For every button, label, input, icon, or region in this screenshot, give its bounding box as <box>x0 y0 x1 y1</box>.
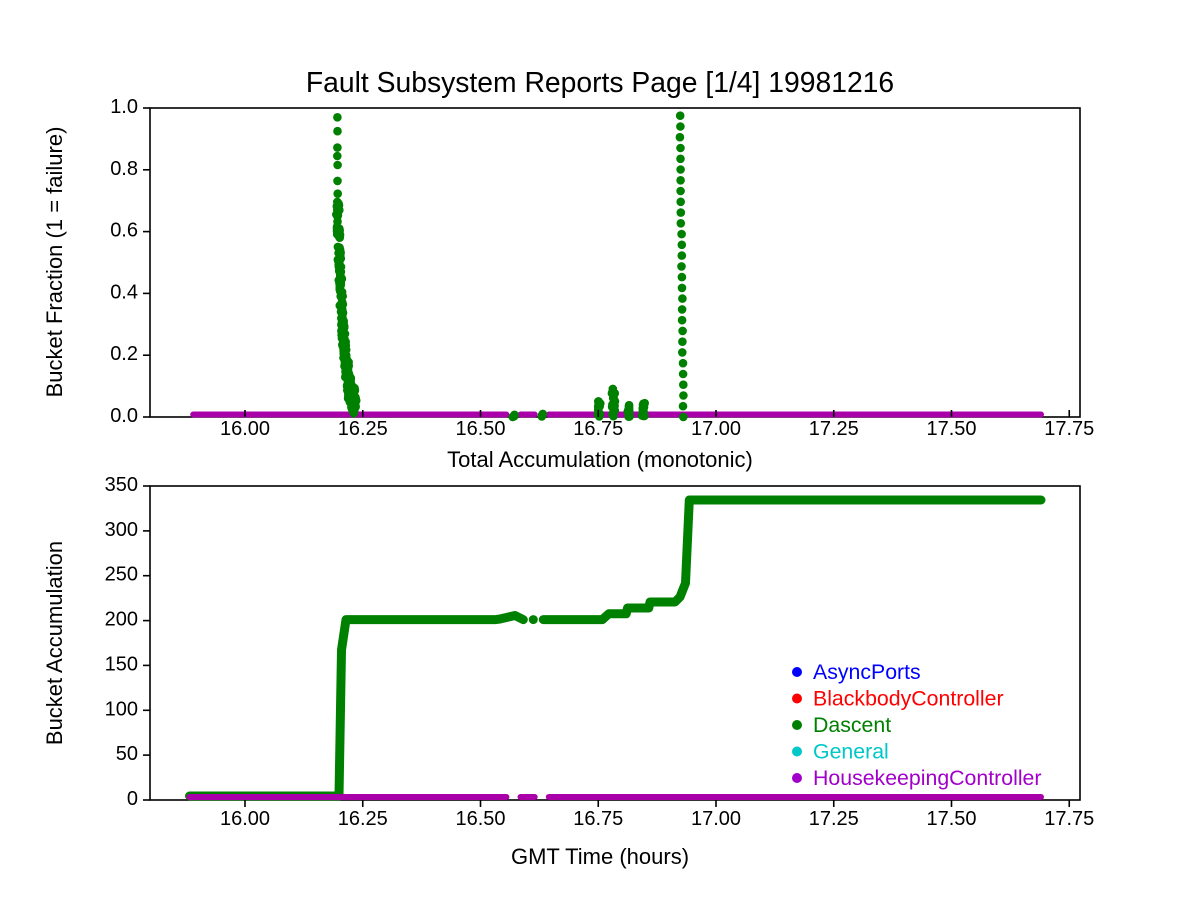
svg-text:Total Accumulation (monotonic): Total Accumulation (monotonic) <box>447 447 753 472</box>
svg-text:0.0: 0.0 <box>110 405 138 427</box>
svg-text:250: 250 <box>105 564 138 586</box>
svg-text:GMT Time (hours): GMT Time (hours) <box>511 844 689 869</box>
svg-text:Bucket Fraction (1 = failure): Bucket Fraction (1 = failure) <box>42 127 67 398</box>
svg-text:17.50: 17.50 <box>926 808 976 830</box>
svg-text:Bucket Accumulation: Bucket Accumulation <box>42 541 67 745</box>
svg-text:17.50: 17.50 <box>926 418 976 440</box>
svg-text:16.25: 16.25 <box>338 808 388 830</box>
svg-text:16.00: 16.00 <box>220 418 270 440</box>
svg-text:50: 50 <box>116 743 138 765</box>
svg-text:16.75: 16.75 <box>573 808 623 830</box>
svg-text:16.75: 16.75 <box>573 418 623 440</box>
svg-text:0.2: 0.2 <box>110 343 138 365</box>
svg-text:16.25: 16.25 <box>338 418 388 440</box>
svg-text:200: 200 <box>105 609 138 631</box>
svg-text:AsyncPorts: AsyncPorts <box>813 660 921 684</box>
svg-text:0.8: 0.8 <box>110 158 138 180</box>
svg-text:17.25: 17.25 <box>809 418 859 440</box>
svg-text:1.0: 1.0 <box>110 96 138 118</box>
svg-text:0.6: 0.6 <box>110 220 138 242</box>
svg-text:Fault Subsystem Reports Page [: Fault Subsystem Reports Page [1/4] 19981… <box>306 66 894 98</box>
svg-text:Dascent: Dascent <box>813 713 891 737</box>
svg-text:17.75: 17.75 <box>1044 808 1094 830</box>
svg-text:HousekeepingController: HousekeepingController <box>813 766 1041 790</box>
svg-text:16.50: 16.50 <box>455 808 505 830</box>
svg-text:150: 150 <box>105 653 138 675</box>
svg-text:0.4: 0.4 <box>110 281 138 303</box>
svg-text:BlackbodyController: BlackbodyController <box>813 687 1004 711</box>
svg-text:17.25: 17.25 <box>809 808 859 830</box>
svg-text:16.00: 16.00 <box>220 808 270 830</box>
svg-text:17.00: 17.00 <box>691 808 741 830</box>
svg-text:350: 350 <box>105 474 138 496</box>
svg-text:300: 300 <box>105 519 138 541</box>
svg-text:100: 100 <box>105 698 138 720</box>
svg-text:General: General <box>813 740 889 764</box>
svg-text:17.00: 17.00 <box>691 418 741 440</box>
svg-text:0: 0 <box>127 788 138 810</box>
svg-text:17.75: 17.75 <box>1044 418 1094 440</box>
svg-text:16.50: 16.50 <box>455 418 505 440</box>
